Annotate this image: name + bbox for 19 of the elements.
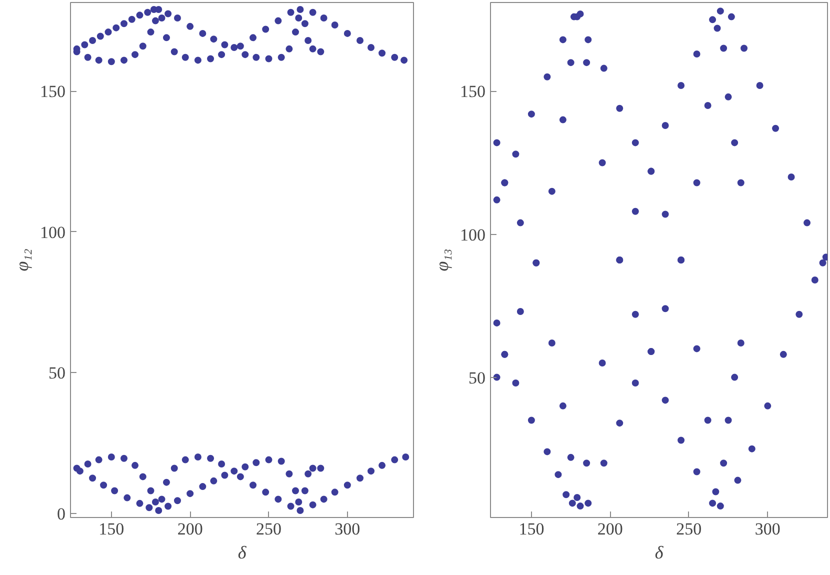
y-tick-label: 150 xyxy=(40,82,66,102)
y-axis-title: φ₁₃ xyxy=(432,248,452,272)
y-axis-title: φ₁₂ xyxy=(12,248,32,272)
x-axis-title: δ xyxy=(238,542,247,562)
y-tick-label: 150 xyxy=(460,82,486,102)
x-tick-label: 150 xyxy=(518,520,544,538)
x-tick-label: 250 xyxy=(676,520,702,538)
x-tick-label: 150 xyxy=(98,520,124,538)
y-tick-label: 100 xyxy=(460,225,486,244)
y-tick-label: 0 xyxy=(57,504,66,524)
y-tick-label: 50 xyxy=(48,364,66,383)
y-tick-label: 100 xyxy=(40,222,66,242)
y-tick-label: 50 xyxy=(468,368,486,388)
x-tick-label: 200 xyxy=(597,520,623,538)
x-axis-title: δ xyxy=(654,542,664,562)
x-tick-label: 200 xyxy=(177,520,203,538)
x-tick-label: 250 xyxy=(256,520,282,538)
x-tick-label: 300 xyxy=(334,520,360,538)
x-tick-label: 300 xyxy=(754,520,780,538)
